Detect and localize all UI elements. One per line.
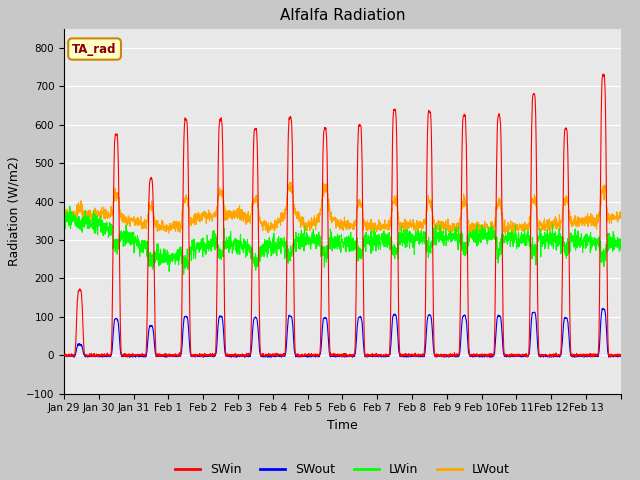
Legend: SWin, SWout, LWin, LWout: SWin, SWout, LWin, LWout	[170, 458, 515, 480]
X-axis label: Time: Time	[327, 419, 358, 432]
Title: Alfalfa Radiation: Alfalfa Radiation	[280, 9, 405, 24]
Y-axis label: Radiation (W/m2): Radiation (W/m2)	[7, 156, 20, 266]
Text: TA_rad: TA_rad	[72, 43, 117, 56]
